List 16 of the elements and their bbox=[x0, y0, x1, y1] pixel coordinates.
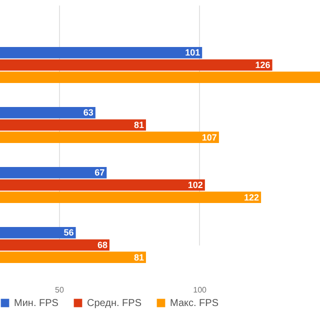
data-label: 63 bbox=[83, 108, 94, 118]
data-label: 101 bbox=[185, 48, 200, 58]
data-label: 102 bbox=[188, 180, 203, 190]
data-label: 68 bbox=[97, 240, 108, 250]
legend-label: Средн. FPS bbox=[87, 298, 142, 309]
x-tick-label: 50 bbox=[54, 286, 64, 294]
data-label: 126 bbox=[255, 60, 270, 70]
data-label: 67 bbox=[94, 168, 105, 178]
x-tick-label: 100 bbox=[193, 286, 208, 294]
data-label: 81 bbox=[134, 252, 144, 262]
data-label: 81 bbox=[134, 120, 144, 130]
data-label: 122 bbox=[244, 192, 260, 202]
data-label: 56 bbox=[64, 228, 74, 238]
legend-label: Макс. FPS bbox=[170, 298, 219, 309]
data-label: 107 bbox=[202, 132, 217, 142]
legend-label: Мин. FPS bbox=[14, 298, 59, 309]
